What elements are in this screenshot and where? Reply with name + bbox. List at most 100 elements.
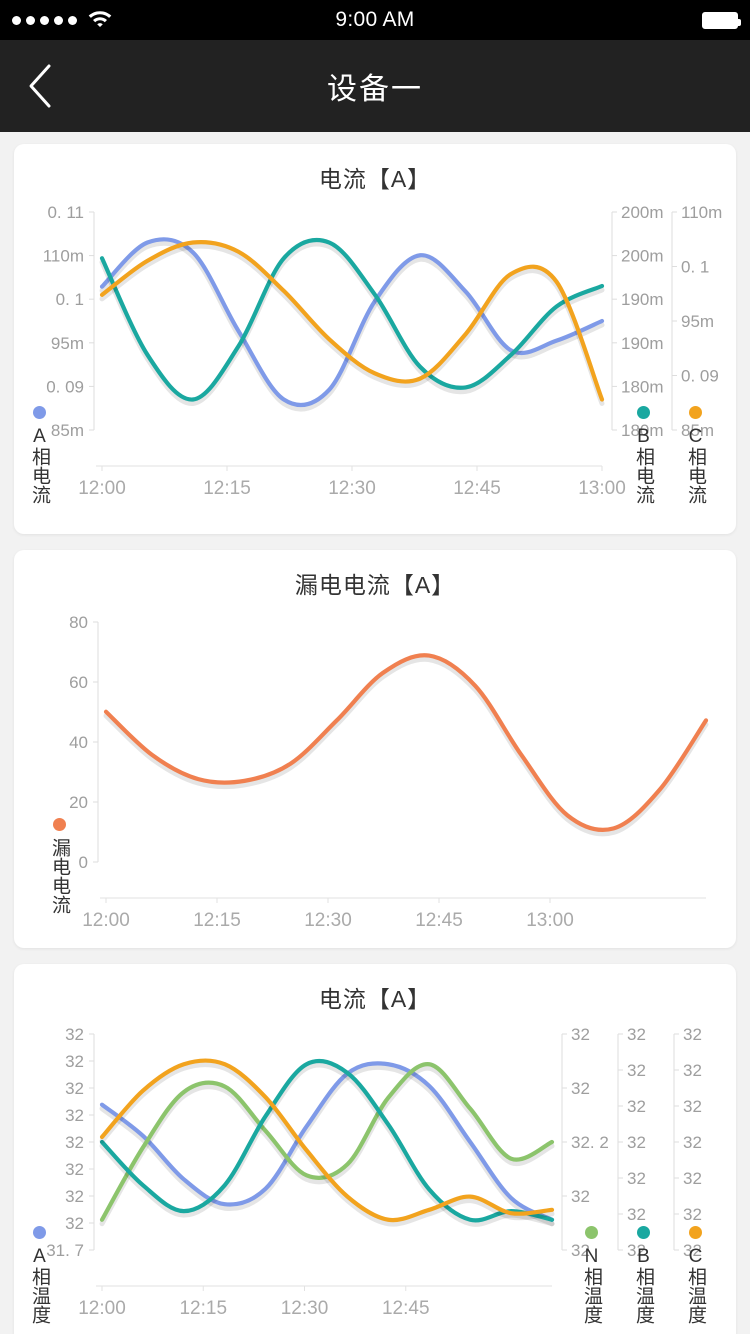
series-shadow (99, 1064, 555, 1227)
legend-label: C相温度 (684, 1246, 706, 1324)
y-axis-tick-label: 32 (683, 1169, 702, 1188)
y-axis-tick-label: 32 (65, 1133, 84, 1152)
x-axis-tick-label: 12:30 (281, 1298, 329, 1319)
y-axis-tick-label: 32 (571, 1241, 590, 1260)
chart-temperature[interactable]: 32 32 32 32 32 32 32 32 31. 7 32 32 32. 2 32 32 32 32 32… (14, 1018, 736, 1334)
y-axis-tick-label: 0 (79, 853, 88, 872)
x-axis-tick-label: 12:00 (82, 910, 130, 931)
y-axis-tick-label: 32 (627, 1061, 646, 1080)
chart-title: 电流【A】 (318, 986, 432, 1012)
y-axis-tick-label: 32 (627, 1169, 646, 1188)
legend-label: B相电流 (632, 426, 654, 504)
y-axis-tick-label: 190m (621, 290, 664, 309)
y-axis-tick-label: 95m (51, 334, 84, 353)
series-line (99, 237, 605, 408)
y-axis-tick-label: 32 (683, 1205, 702, 1224)
y-axis-tick-label: 32 (571, 1187, 590, 1206)
chart-current-1[interactable]: 0. 11 110m 0. 1 95m 0. 09 85m 200m 200m 190m 190m… (14, 198, 736, 528)
y-axis-tick-label: 0. 1 (681, 258, 709, 277)
chart-title: 电流【A】 (318, 166, 432, 192)
chart-canvas[interactable]: 32 32 32 32 32 32 32 32 31. 7 32 32 32. 2 32 32 32 32 32… (14, 1018, 736, 1334)
legend-item-c-temp[interactable]: C相温度 (678, 1226, 712, 1324)
legend-dot (688, 1226, 702, 1239)
card-leakage-chart[interactable]: 漏电电流【A】 80 60 40 20 0 12:00 12:15 12:30 12:45 13:… (14, 550, 736, 948)
y-axis-tick-label: 110m (681, 203, 722, 222)
nav-bar: 设备一 (0, 40, 750, 132)
back-button[interactable] (0, 40, 80, 132)
series-shadow (99, 1062, 555, 1227)
chart-leakage[interactable]: 80 60 40 20 0 12:00 12:15 12:30 12:45 13:00 (14, 604, 736, 942)
legend-item-b-current[interactable]: B相电流 (626, 406, 660, 504)
y-axis-tick-label: 200m (621, 247, 664, 266)
legend-item-a-current[interactable]: A相电流 (22, 406, 56, 504)
x-axis-tick-label: 12:45 (453, 478, 501, 499)
y-axis-tick-label: 85m (51, 421, 84, 440)
legend-dot (32, 406, 46, 419)
series-line (99, 1062, 555, 1222)
y-axis-tick-label: 32 (65, 1025, 84, 1044)
legend-item-a-temp[interactable]: A相温度 (22, 1226, 56, 1324)
x-axis-tick-label: 12:15 (203, 478, 251, 499)
x-axis-tick-label: 12:15 (179, 1298, 227, 1319)
legend-label: C相电流 (684, 426, 706, 504)
y-axis-tick-label: 0. 09 (46, 377, 84, 396)
y-axis-tick-label: 32 (683, 1061, 702, 1080)
x-axis-tick-label: 13:00 (578, 478, 626, 499)
x-axis-tick-label: 12:15 (193, 910, 241, 931)
y-axis-tick-label: 32 (683, 1097, 702, 1116)
legend-item-n-temp[interactable]: N相温度 (574, 1226, 608, 1324)
chart-canvas[interactable]: 80 60 40 20 0 12:00 12:15 12:30 12:45 13:00 (14, 604, 736, 942)
page-title: 设备一 (327, 73, 423, 106)
legend-label: B相温度 (632, 1246, 654, 1324)
y-axis-tick-label: 200m (621, 203, 664, 222)
chart-canvas[interactable]: 0. 11 110m 0. 1 95m 0. 09 85m 200m 200m 190m 190m… (14, 198, 736, 528)
legend-item-b-temp[interactable]: B相温度 (626, 1226, 660, 1324)
series-shadow (99, 1065, 555, 1227)
x-axis-tick-label: 12:45 (415, 910, 463, 931)
y-axis-tick-label: 0. 09 (681, 367, 719, 386)
legend-dot (636, 406, 650, 419)
x-axis-tick-label: 12:30 (328, 478, 376, 499)
y-axis-tick-label: 32 (65, 1214, 84, 1233)
wifi-icon (87, 8, 113, 32)
legend-label: N相温度 (580, 1246, 602, 1324)
series-line (103, 653, 709, 833)
y-axis-tick-label: 60 (69, 673, 88, 692)
series-shadow (99, 1062, 555, 1227)
y-axis-tick-label: 32 (627, 1241, 646, 1260)
y-axis-tick-label: 32 (65, 1106, 84, 1125)
y-axis-tick-label: 31. 7 (46, 1241, 84, 1260)
chart-title: 漏电电流【A】 (294, 572, 456, 598)
x-axis-tick-label: 13:00 (526, 910, 574, 931)
legend-dot (636, 1226, 650, 1239)
y-axis-tick-label: 32 (65, 1187, 84, 1206)
y-axis-tick-label: 32. 2 (571, 1133, 609, 1152)
y-axis-tick-label: 32 (627, 1025, 646, 1044)
y-axis-tick-label: 32 (683, 1133, 702, 1152)
series-line (99, 237, 605, 402)
y-axis-tick-label: 32 (627, 1133, 646, 1152)
card-temperature-chart[interactable]: 电流【A】 32 32 32 32 32 32 32 32 31. 7 32 32 32. 2 32 32… (14, 964, 736, 1334)
status-bar-right (702, 11, 741, 29)
y-axis-tick-label: 32 (65, 1052, 84, 1071)
y-axis-tick-label: 32 (627, 1097, 646, 1116)
legend-item-leakage[interactable]: 漏电电流 (42, 818, 76, 914)
legend-item-c-current[interactable]: C相电流 (678, 406, 712, 504)
y-axis-tick-label: 80 (69, 613, 88, 632)
y-axis-tick-label: 32 (683, 1241, 702, 1260)
legend-label: A相温度 (28, 1246, 50, 1324)
status-bar-left (12, 8, 113, 32)
legend-dot (688, 406, 702, 419)
chevron-left-icon (29, 64, 51, 108)
y-axis-tick-label: 32 (627, 1205, 646, 1224)
y-axis-tick-label: 95m (681, 312, 714, 331)
y-axis-tick-label: 32 (683, 1025, 702, 1044)
card-current-chart-1[interactable]: 电流【A】 0. 11 110m 0. 1 95m 0. 09 85m 200m 200m 19… (14, 144, 736, 534)
chart-scroll-container[interactable]: 电流【A】 0. 11 110m 0. 1 95m 0. 09 85m 200m 200m 19… (0, 132, 750, 1334)
y-axis-tick-label: 180m (621, 377, 664, 396)
series-line (99, 1059, 555, 1223)
x-axis-tick-label: 12:30 (304, 910, 352, 931)
y-axis-tick-label: 20 (69, 793, 88, 812)
legend-dot (584, 1226, 598, 1239)
x-axis-tick-label: 12:00 (78, 478, 126, 499)
